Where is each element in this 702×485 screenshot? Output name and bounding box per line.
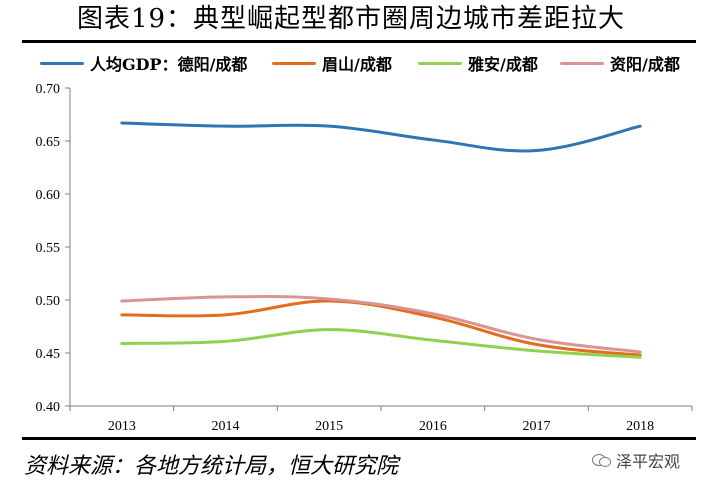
y-tick-label: 0.70: [36, 82, 61, 97]
series-line-yaan: [120, 328, 642, 359]
x-tick-label: 2013: [108, 419, 136, 434]
legend-item-meishan: 眉山/成都: [272, 52, 392, 74]
title-divider: [22, 40, 696, 43]
y-tick-label: 0.55: [36, 241, 61, 256]
chart-legend: 人均GDP： 德阳/成都 眉山/成都 雅安/成都 资阳/成都: [0, 50, 702, 76]
legend-item-ziyang: 资阳/成都: [560, 52, 680, 74]
chart-title: 图表19：典型崛起型都市圈周边城市差距拉大: [76, 4, 626, 34]
legend-item-deyang: 人均GDP： 德阳/成都: [40, 52, 247, 74]
legend-prefix: 人均GDP：: [90, 55, 178, 74]
series-line-deyang: [120, 121, 642, 153]
legend-swatch-deyang: [40, 61, 84, 65]
line-chart: 0.40 0.45 0.50 0.55 0.60 0.65 0.70 2013 2014 2015…: [36, 82, 693, 434]
y-tick-label: 0.65: [36, 135, 61, 150]
legend-label-yaan: 雅安/成都: [468, 55, 538, 74]
x-tick-label: 2015: [315, 419, 343, 434]
legend-swatch-ziyang: [560, 61, 604, 65]
x-tick-label: 2018: [626, 419, 654, 434]
watermark: 泽平宏观: [592, 446, 680, 474]
legend-label-deyang: 德阳/成都: [177, 55, 248, 74]
y-tick-label: 0.45: [36, 347, 61, 362]
x-tick-label: 2016: [419, 419, 447, 434]
legend-label-meishan: 眉山/成都: [322, 55, 392, 74]
legend-swatch-yaan: [418, 61, 462, 65]
source-note: 资料来源：各地方统计局，恒大研究院: [24, 454, 399, 479]
x-tick-label: 2014: [212, 419, 240, 434]
wechat-icon: [592, 452, 612, 468]
y-tick-label: 0.60: [36, 188, 61, 203]
watermark-text: 泽平宏观: [616, 452, 681, 471]
series-line-ziyang: [120, 295, 642, 354]
legend-item-yaan: 雅安/成都: [418, 52, 538, 74]
source-divider: [22, 437, 696, 440]
legend-swatch-meishan: [272, 61, 316, 65]
y-tick-label: 0.50: [36, 294, 61, 309]
x-tick-label: 2017: [523, 419, 551, 434]
y-tick-label: 0.40: [36, 400, 61, 415]
series-line-meishan: [120, 299, 642, 357]
legend-label-ziyang: 资阳/成都: [610, 55, 680, 74]
